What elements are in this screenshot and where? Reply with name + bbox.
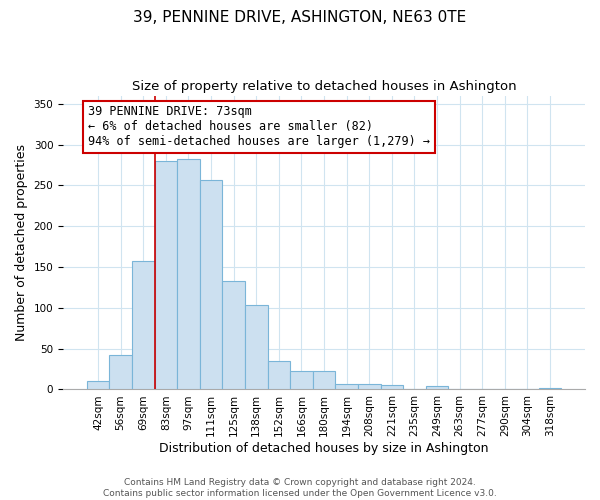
Bar bbox=[245, 306, 268, 390]
Title: Size of property relative to detached houses in Ashington: Size of property relative to detached ho… bbox=[132, 80, 517, 93]
Bar bbox=[155, 161, 177, 390]
Bar bbox=[109, 355, 132, 390]
Bar bbox=[539, 388, 561, 390]
Bar bbox=[290, 372, 313, 390]
Y-axis label: Number of detached properties: Number of detached properties bbox=[15, 144, 28, 341]
Bar bbox=[380, 386, 403, 390]
Bar bbox=[132, 262, 155, 390]
X-axis label: Distribution of detached houses by size in Ashington: Distribution of detached houses by size … bbox=[159, 442, 489, 455]
Bar bbox=[177, 159, 200, 390]
Bar bbox=[358, 384, 380, 390]
Text: 39, PENNINE DRIVE, ASHINGTON, NE63 0TE: 39, PENNINE DRIVE, ASHINGTON, NE63 0TE bbox=[133, 10, 467, 25]
Bar bbox=[313, 370, 335, 390]
Bar bbox=[87, 382, 109, 390]
Bar bbox=[200, 180, 223, 390]
Bar bbox=[335, 384, 358, 390]
Text: Contains HM Land Registry data © Crown copyright and database right 2024.
Contai: Contains HM Land Registry data © Crown c… bbox=[103, 478, 497, 498]
Bar bbox=[268, 361, 290, 390]
Text: 39 PENNINE DRIVE: 73sqm
← 6% of detached houses are smaller (82)
94% of semi-det: 39 PENNINE DRIVE: 73sqm ← 6% of detached… bbox=[88, 106, 430, 148]
Bar bbox=[223, 281, 245, 390]
Bar bbox=[425, 386, 448, 390]
